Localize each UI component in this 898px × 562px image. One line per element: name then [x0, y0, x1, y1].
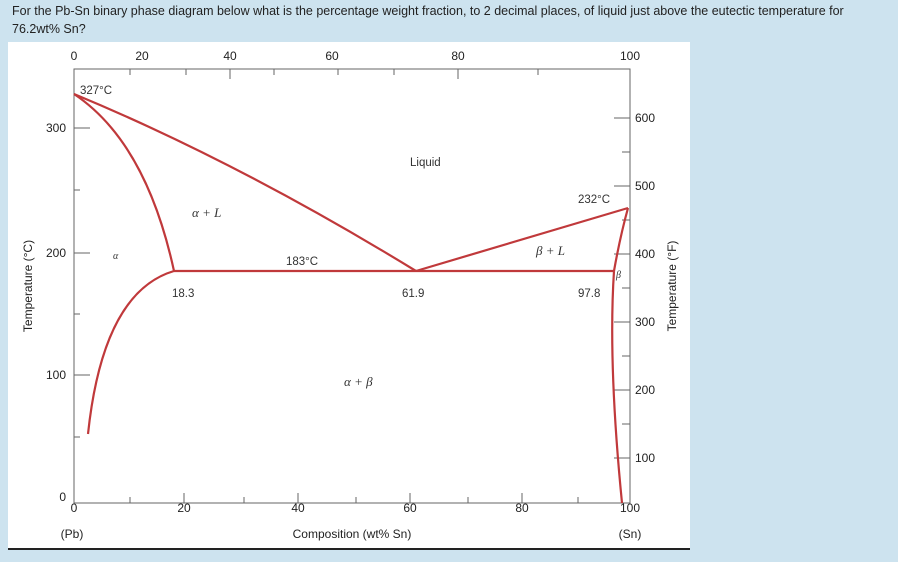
liquidus-right-line [415, 206, 629, 273]
solidus-right-line [612, 207, 630, 272]
left-tick-100: 100 [46, 368, 66, 382]
left-tick-0: 0 [59, 490, 66, 504]
comp-eutectic-label: 61.9 [402, 288, 424, 300]
beta-l-region-label: β + L [535, 243, 565, 258]
top-tick-20: 20 [135, 49, 149, 63]
phase-diagram-svg: 0 20 40 60 80 100 0 20 40 60 80 100 Comp… [21, 49, 679, 541]
top-tick-40: 40 [223, 49, 237, 63]
left-axis-title: Temperature (°C) [21, 240, 35, 332]
top-tick-80: 80 [451, 49, 465, 63]
comp-alpha-label: 18.3 [172, 288, 194, 300]
right-tick-300: 300 [635, 315, 655, 329]
question-text: For the Pb-Sn binary phase diagram below… [12, 4, 844, 36]
phase-boundaries [73, 92, 630, 504]
bottom-right-end-label: (Sn) [619, 527, 642, 541]
liquidus-left-line [73, 92, 417, 272]
bottom-tick-60: 60 [403, 501, 417, 515]
beta-region-label: β [615, 270, 621, 281]
alpha-region-label: α [113, 251, 119, 262]
solidus-left-line [73, 93, 176, 272]
top-axis-ticks [129, 69, 539, 79]
right-axis-ticks [614, 117, 630, 459]
alpha-beta-region-label: α + β [344, 374, 373, 389]
bottom-tick-0: 0 [71, 501, 78, 515]
right-tick-400: 400 [635, 247, 655, 261]
right-tick-200: 200 [635, 383, 655, 397]
bottom-tick-100: 100 [620, 501, 640, 515]
bottom-axis-title: Composition (wt% Sn) [293, 527, 412, 541]
right-axis-title: Temperature (°F) [665, 241, 679, 332]
sn-melting-label: 232°C [578, 194, 610, 206]
top-tick-0: 0 [71, 49, 78, 63]
comp-beta-label: 97.8 [578, 288, 600, 300]
top-tick-60: 60 [325, 49, 339, 63]
right-tick-100: 100 [635, 451, 655, 465]
liquid-region-label: Liquid [410, 157, 441, 169]
solvus-left-line [86, 269, 175, 435]
right-tick-500: 500 [635, 179, 655, 193]
left-axis-ticks [74, 127, 90, 438]
alpha-l-region-label: α + L [192, 205, 221, 220]
plot-frame [73, 68, 631, 504]
bottom-tick-80: 80 [515, 501, 529, 515]
bottom-left-end-label: (Pb) [61, 527, 84, 541]
right-tick-600: 600 [635, 111, 655, 125]
left-tick-200: 200 [46, 246, 66, 260]
solvus-right-line [611, 270, 624, 504]
eutectic-temp-label: 183°C [286, 256, 318, 268]
top-tick-100: 100 [620, 49, 640, 63]
bottom-tick-20: 20 [177, 501, 191, 515]
left-tick-300: 300 [46, 121, 66, 135]
bottom-tick-40: 40 [291, 501, 305, 515]
bottom-axis-ticks [129, 493, 579, 503]
phase-diagram: 0 20 40 60 80 100 0 20 40 60 80 100 Comp… [8, 42, 690, 550]
pb-melting-label: 327°C [80, 85, 112, 97]
